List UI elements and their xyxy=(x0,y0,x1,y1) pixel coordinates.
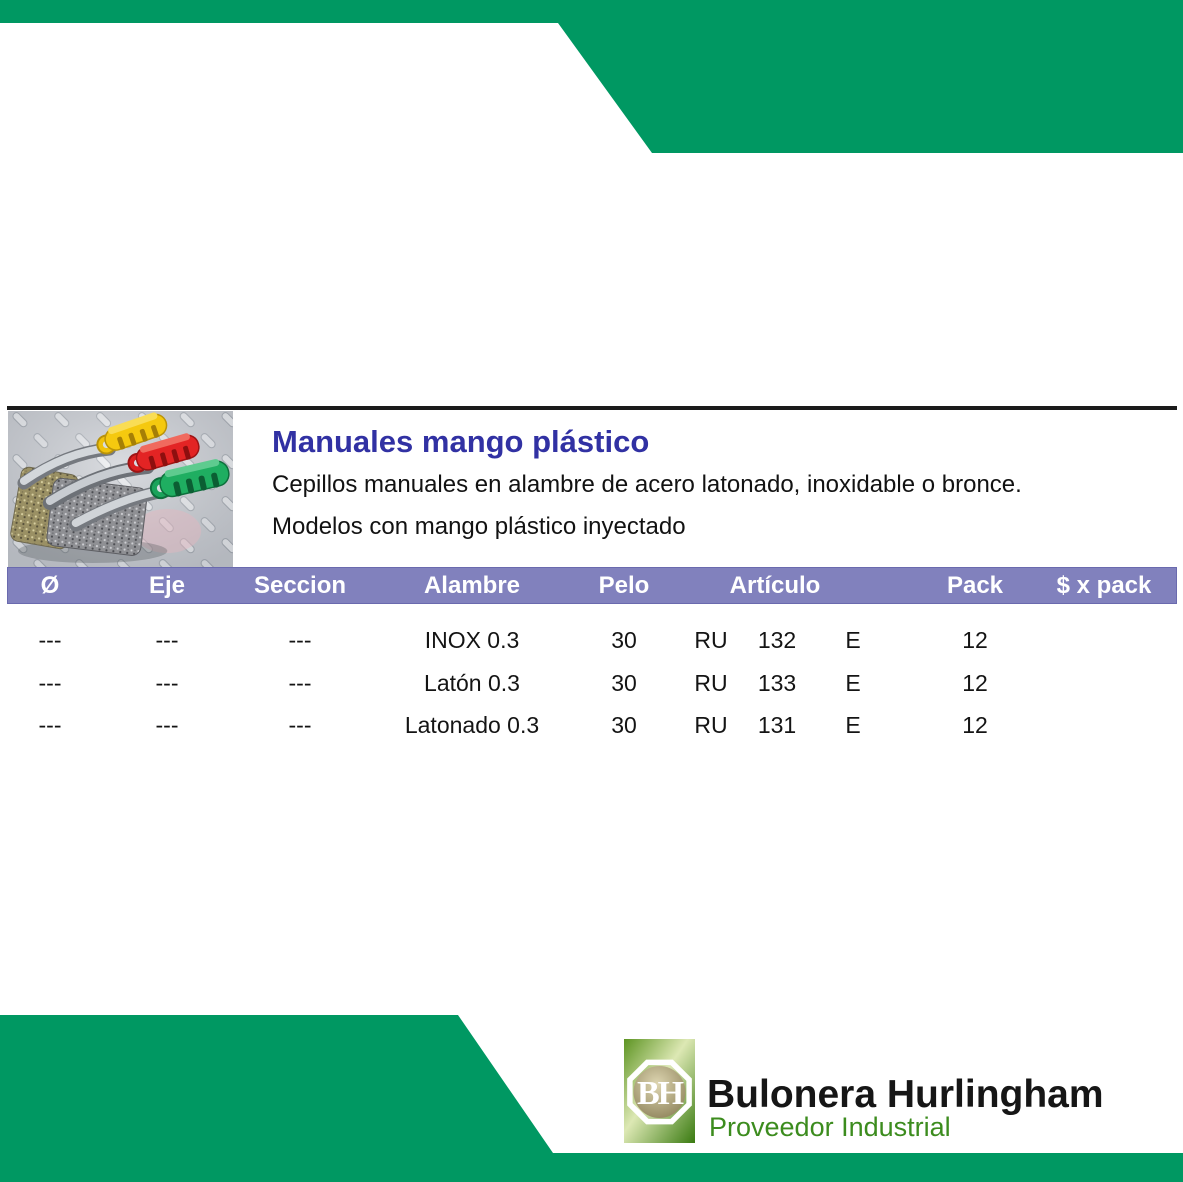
column-header-3: Seccion xyxy=(253,572,347,599)
cell-eje-row2: --- xyxy=(155,670,179,696)
column-header-5: Pelo xyxy=(598,572,650,599)
cell-pelo-row1: 30 xyxy=(611,627,637,653)
cell-seccion-row1: --- xyxy=(288,627,312,653)
cell-articulo_sufijo-row1: E xyxy=(845,627,861,653)
cell-diametro-row1: --- xyxy=(38,627,62,653)
cell-articulo_sufijo-row2: E xyxy=(845,670,861,696)
column-header-8: $ x pack xyxy=(1056,572,1152,599)
cell-alambre-row1: INOX 0.3 xyxy=(424,627,520,653)
cell-seccion-row2: --- xyxy=(288,670,312,696)
cell-diametro-row3: --- xyxy=(38,712,62,738)
cell-articulo_prefijo-row2: RU xyxy=(694,670,728,696)
bh-monogram: BH xyxy=(637,1075,684,1112)
cell-alambre-row3: Latonado 0.3 xyxy=(404,712,540,738)
cell-pack-row1: 12 xyxy=(962,627,988,653)
cell-eje-row3: --- xyxy=(155,712,179,738)
cell-articulo_prefijo-row1: RU xyxy=(694,627,728,653)
column-header-7: Pack xyxy=(946,572,1004,599)
cell-pack-row2: 12 xyxy=(962,670,988,696)
cell-articulo_numero-row2: 133 xyxy=(757,670,797,696)
cell-pack-row3: 12 xyxy=(962,712,988,738)
column-header-6: Artículo xyxy=(729,572,821,599)
top-green-banner xyxy=(0,0,1183,153)
cell-pelo-row2: 30 xyxy=(611,670,637,696)
column-header-4: Alambre xyxy=(423,572,521,599)
product-description-line1: Cepillos manuales en alambre de acero la… xyxy=(272,471,1022,498)
cell-articulo_numero-row1: 132 xyxy=(757,627,797,653)
table-header-band xyxy=(7,567,1177,604)
cell-eje-row1: --- xyxy=(155,627,179,653)
cell-diametro-row2: --- xyxy=(38,670,62,696)
cell-alambre-row2: Latón 0.3 xyxy=(424,670,520,696)
cell-articulo_sufijo-row3: E xyxy=(845,712,861,738)
cell-pelo-row3: 30 xyxy=(611,712,637,738)
cell-seccion-row3: --- xyxy=(288,712,312,738)
column-header-2: Eje xyxy=(148,572,186,599)
brand-tagline: Proveedor Industrial xyxy=(709,1112,951,1142)
cell-articulo_numero-row3: 131 xyxy=(757,712,797,738)
product-photo-wire-brushes xyxy=(8,411,233,567)
bh-hex-nut-logo-icon: BH xyxy=(624,1039,695,1143)
column-header-1: Ø xyxy=(40,572,60,599)
product-description-line2: Modelos con mango plástico inyectado xyxy=(272,513,686,540)
product-title: Manuales mango plástico xyxy=(272,424,650,459)
cell-articulo_prefijo-row3: RU xyxy=(694,712,728,738)
brand-name: Bulonera Hurlingham xyxy=(707,1073,1104,1116)
section-divider-rule xyxy=(7,406,1177,410)
